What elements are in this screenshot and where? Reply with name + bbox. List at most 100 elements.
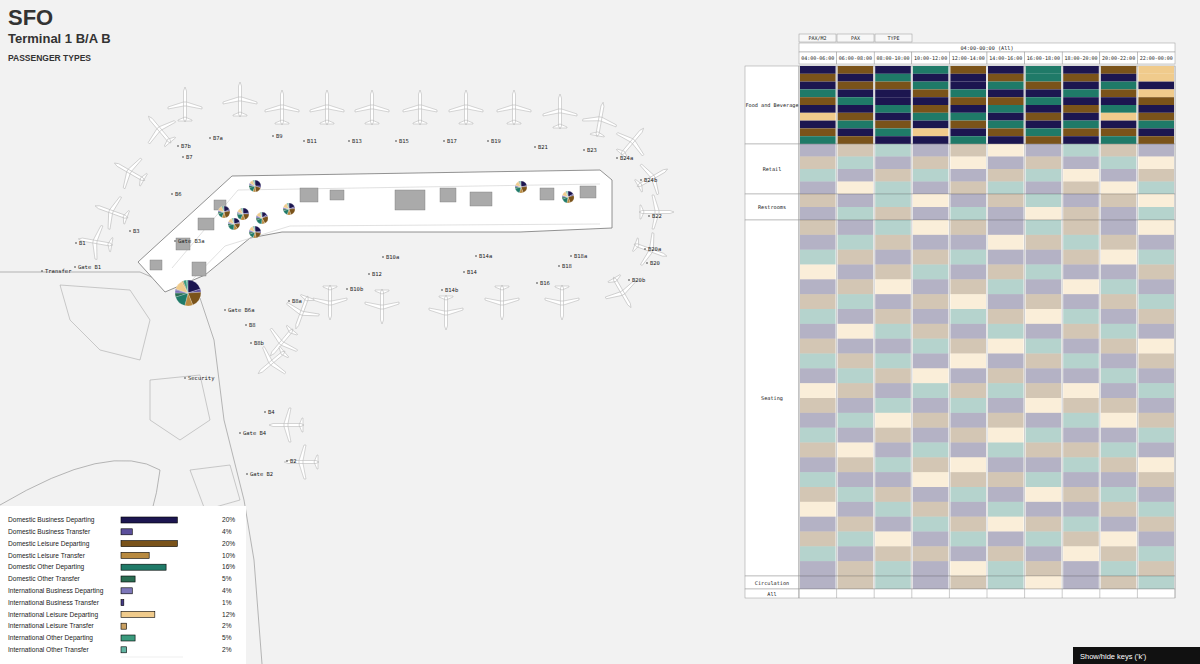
- label-dot: [368, 273, 370, 275]
- heatmap-cell: [875, 235, 911, 250]
- keys-button[interactable]: Show/hide keys ('k'): [1073, 647, 1200, 664]
- category-label: International Leisure Transfer: [8, 622, 95, 629]
- page: SFOTerminal 1 B/A BPASSENGER TYPESB7aB9B…: [0, 0, 1200, 664]
- heatmap-cell: [838, 144, 874, 157]
- heatmap-cell: [1026, 517, 1062, 532]
- pie-slice: [252, 180, 255, 186]
- gate-label: B1: [79, 240, 86, 246]
- heatmap-cell: [1026, 207, 1062, 220]
- column-divider: [1062, 589, 1063, 598]
- label-dot: [648, 215, 650, 217]
- heatmap-cell: [1063, 279, 1099, 294]
- heatmap-cell: [1063, 74, 1099, 82]
- heatmap-cell: [1063, 294, 1099, 309]
- airplane-shape: [485, 285, 519, 320]
- tab[interactable]: [875, 34, 912, 42]
- pie-slice: [262, 218, 265, 224]
- airplane: [543, 94, 577, 129]
- category-label: Domestic Other Transfer: [8, 575, 81, 582]
- section-label-cell: [745, 220, 799, 576]
- heatmap-cell: [913, 113, 949, 121]
- bar: [121, 517, 177, 523]
- heatmap-cell: [988, 368, 1024, 383]
- column-divider: [1024, 220, 1025, 576]
- heatmap-cell: [838, 294, 874, 309]
- heatmap-cell: [988, 66, 1024, 74]
- heatmap-cell: [1026, 220, 1062, 235]
- heatmap-cell: [875, 74, 911, 82]
- heatmap-cell: [1138, 457, 1174, 472]
- heatmap-cell: [950, 457, 986, 472]
- heatmap-cell: [988, 105, 1024, 113]
- column-divider: [874, 66, 875, 144]
- airplane: [599, 269, 646, 316]
- bar: [121, 647, 127, 653]
- column-divider: [1062, 66, 1063, 144]
- heatmap-cell: [1063, 546, 1099, 561]
- floor-plan: B7aB9B11B13B15B17B19B21B23B24aB24bB22B20…: [0, 82, 676, 664]
- chart-panel: [0, 506, 246, 664]
- title: SFO: [8, 5, 53, 30]
- gate-label: B24a: [620, 155, 633, 161]
- shop-block: [192, 262, 206, 276]
- gate-label: Gate B1: [78, 264, 101, 270]
- pie-slice: [283, 209, 289, 211]
- heatmap-cell: [988, 265, 1024, 280]
- heatmap-cell: [838, 532, 874, 547]
- column-divider: [987, 576, 988, 589]
- airplane: [429, 295, 463, 330]
- heatmap-cell: [913, 472, 949, 487]
- tab[interactable]: [799, 34, 836, 42]
- label-dot: [174, 240, 176, 242]
- heatmap-cell: [950, 74, 986, 82]
- tab-label[interactable]: TYPE: [887, 35, 899, 41]
- heatmap-cell: [1138, 82, 1174, 90]
- label-dot: [250, 342, 252, 344]
- tab[interactable]: [837, 34, 874, 42]
- gate-label: B7a: [213, 135, 223, 141]
- button-bg[interactable]: [1073, 647, 1200, 664]
- pie-slice: [562, 197, 568, 199]
- bar: [121, 576, 135, 582]
- heatmap-cell: [1063, 457, 1099, 472]
- airplane-shape: [497, 90, 531, 125]
- heatmap-cell: [950, 66, 986, 74]
- heatmap-cell: [800, 169, 836, 182]
- tab-label[interactable]: PAX: [851, 35, 860, 41]
- tab-label[interactable]: PAX/M2: [808, 35, 826, 41]
- heatmap-cell: [950, 383, 986, 398]
- heatmap-cell: [988, 457, 1024, 472]
- airplane: [608, 117, 657, 166]
- heatmap-cell: [838, 309, 874, 324]
- heatmap-cell: [1026, 113, 1062, 121]
- airplane: [629, 154, 676, 201]
- heatmap-cell: [1101, 220, 1137, 235]
- heatmap-cell: [875, 105, 911, 113]
- button-label[interactable]: Show/hide keys ('k'): [1080, 652, 1147, 661]
- gate-label: B15: [399, 138, 409, 144]
- gate-label: B18a: [574, 253, 587, 259]
- heatmap-cell: [988, 144, 1024, 157]
- heatmap-cell: [988, 517, 1024, 532]
- heatmap-cell: [913, 294, 949, 309]
- heatmap-cell: [1138, 279, 1174, 294]
- heatmap-cell: [838, 487, 874, 502]
- section-title: PASSENGER TYPES: [8, 53, 91, 63]
- column-divider: [1024, 144, 1025, 194]
- pie-slice: [188, 280, 200, 293]
- subtitle: Terminal 1 B/A B: [8, 31, 111, 46]
- heatmap-cell: [1063, 517, 1099, 532]
- section-band: [799, 144, 1175, 194]
- heatmap-cell: [875, 82, 911, 90]
- pie-slice: [176, 293, 188, 306]
- heatmap-cell: [875, 398, 911, 413]
- heatmap-cell: [988, 194, 1024, 207]
- axis-line: [121, 657, 183, 658]
- section-band: [799, 66, 1175, 144]
- airplane-shape: [257, 318, 306, 367]
- pie-slice: [175, 293, 188, 297]
- heatmap-cell: [800, 82, 836, 90]
- airplane: [247, 338, 296, 387]
- pie-slice: [515, 182, 521, 187]
- pie-slice: [252, 226, 255, 232]
